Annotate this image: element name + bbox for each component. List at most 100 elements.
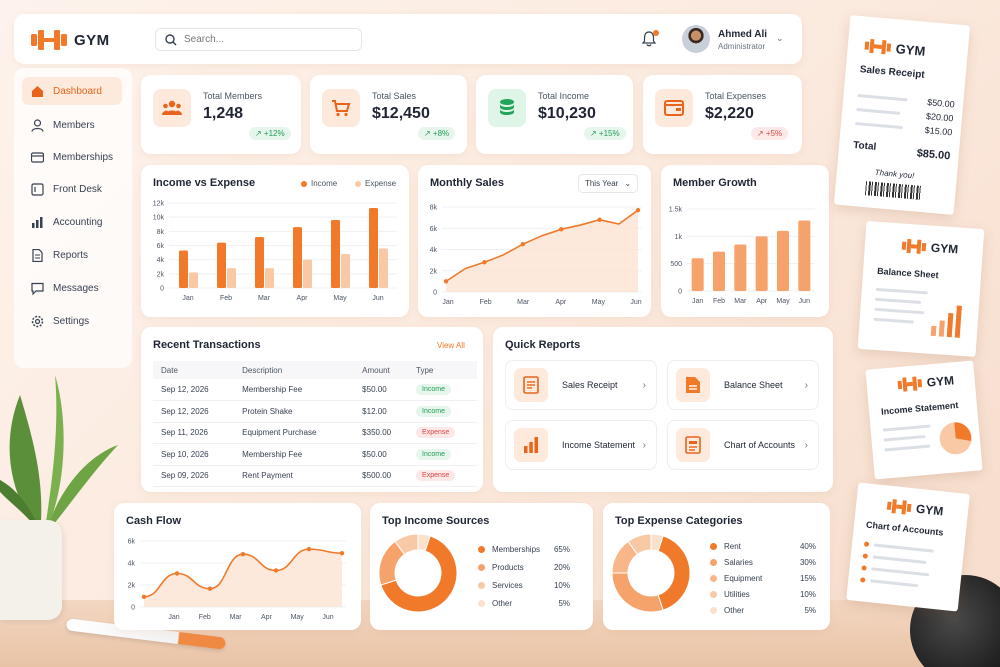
sidebar-item-messages[interactable]: Messages <box>22 274 122 302</box>
balance-sheet-paper: GYM Balance Sheet <box>857 221 985 357</box>
dumbbell-logo-icon <box>31 30 67 50</box>
report-chart-of-accounts[interactable]: Chart of Accounts › <box>667 420 819 470</box>
sidebar-item-label: Dashboard <box>53 85 102 97</box>
sidebar-item-label: Messages <box>53 282 99 294</box>
report-sales-receipt[interactable]: Sales Receipt › <box>505 360 657 410</box>
legend-pct: 5% <box>558 599 570 608</box>
avatar[interactable] <box>682 25 710 53</box>
x-tick-label: Apr <box>261 614 273 621</box>
stat-change-badge: ↗ +5% <box>751 127 789 140</box>
y-tick-label: 2k <box>430 268 438 275</box>
x-tick-label: Jun <box>799 298 810 305</box>
sales-point <box>482 260 487 265</box>
receipt-amount: $20.00 <box>925 111 954 124</box>
bar-members <box>734 244 747 291</box>
brand-name: GYM <box>74 31 110 49</box>
x-tick-label: Apr <box>555 299 567 306</box>
cashflow-area <box>144 549 342 607</box>
chevron-right-icon: › <box>804 439 808 451</box>
y-tick-label: 12k <box>153 201 165 208</box>
legend-dot <box>710 543 717 550</box>
table-row[interactable]: Sep 09, 2026 Rent Payment $500.00 Expens… <box>153 465 477 487</box>
view-all-link[interactable]: View All <box>437 341 465 350</box>
legend-dot <box>710 575 717 582</box>
sidebar-item-accounting[interactable]: Accounting <box>22 208 122 236</box>
legend-label: Other <box>724 606 745 615</box>
cashflow-point <box>141 594 147 600</box>
quick-reports-card: Quick Reports Sales Receipt › Balance Sh… <box>493 327 833 492</box>
x-tick-label: Jun <box>322 614 333 621</box>
bar-expense <box>189 272 198 288</box>
cell-amount: $50.00 <box>354 379 409 401</box>
cell-amount: $500.00 <box>354 465 409 487</box>
paper-pie-chart <box>939 422 972 455</box>
slice-salaries <box>611 572 664 613</box>
sidebar-item-front-desk[interactable]: Front Desk <box>22 175 122 203</box>
cashflow-point <box>174 571 180 576</box>
chevron-down-icon[interactable]: ⌄ <box>776 33 784 43</box>
bell-icon[interactable] <box>642 31 656 47</box>
card-title: Recent Transactions <box>153 339 261 351</box>
bar-income <box>331 220 340 288</box>
report-balance-sheet[interactable]: Balance Sheet › <box>667 360 819 410</box>
paper-logo: GYM <box>885 498 944 520</box>
legend-pct: 10% <box>799 590 816 599</box>
column-header: Date <box>153 361 235 379</box>
legend-label: Utilities <box>724 590 750 599</box>
message-icon <box>30 281 44 295</box>
sidebar-item-memberships[interactable]: Memberships <box>22 143 122 171</box>
sales-area <box>446 210 638 292</box>
bar-chart-icon <box>514 428 548 462</box>
sidebar-item-reports[interactable]: Reports <box>22 241 122 269</box>
cash-flow-chart: 0 2k 4k 6k Jan Feb Mar Apr May Jun <box>128 539 346 621</box>
stat-value: $12,450 <box>372 105 430 122</box>
paper-brand: GYM <box>926 373 955 390</box>
x-tick-label: Mar <box>517 299 530 306</box>
legend-dot <box>478 582 485 589</box>
receipt-icon <box>514 368 548 402</box>
y-tick-label: 500 <box>670 261 682 268</box>
slice-other <box>417 533 431 552</box>
x-tick-label: Feb <box>220 295 232 302</box>
sales-line <box>445 209 639 283</box>
x-tick-label: Jan <box>182 295 193 302</box>
table-row[interactable]: Sep 12, 2026 Membership Fee $50.00 Incom… <box>153 379 477 401</box>
legend-row: Salaries 30% <box>710 558 816 567</box>
paper-title: Balance Sheet <box>876 265 939 281</box>
search-bar[interactable] <box>155 28 362 51</box>
table-row[interactable]: Sep 10, 2026 Membership Fee $50.00 Incom… <box>153 443 477 466</box>
type-badge: Income <box>416 448 451 460</box>
legend-label: Salaries <box>724 558 753 567</box>
table-header-row: Date Description Amount Type <box>153 361 477 379</box>
y-tick-label: 4k <box>157 257 165 264</box>
period-select[interactable]: This Year ⌄ <box>578 174 638 193</box>
bar-expense <box>303 259 312 288</box>
sidebar-item-settings[interactable]: Settings <box>22 307 122 335</box>
plant-pot <box>0 520 62 620</box>
report-income-statement[interactable]: Income Statement › <box>505 420 657 470</box>
legend-label: Products <box>492 563 524 572</box>
table-row[interactable]: Sep 11, 2026 Equipment Purchase $350.00 … <box>153 422 477 444</box>
dumbbell-logo-icon <box>864 38 892 55</box>
legend-row: Rent 40% <box>710 542 816 551</box>
legend-label: Expense <box>365 179 397 188</box>
gear-icon <box>30 314 44 328</box>
legend-pct: 65% <box>553 545 570 554</box>
y-tick-label: 1.5k <box>669 207 683 214</box>
bar-members <box>798 220 811 291</box>
cell-amount: $50.00 <box>354 443 409 466</box>
sidebar-item-dashboard[interactable]: Dashboard <box>22 77 122 105</box>
card-title: Cash Flow <box>126 515 182 527</box>
y-tick-label: 8k <box>157 229 165 236</box>
stat-change-badge: ↗ +8% <box>418 127 456 140</box>
x-tick-label: Mar <box>734 298 747 305</box>
table-row[interactable]: Sep 12, 2026 Protein Shake $12.00 Income <box>153 400 477 423</box>
x-tick-label: Feb <box>713 298 725 305</box>
search-input[interactable] <box>184 34 354 45</box>
sidebar-item-members[interactable]: Members <box>22 111 122 139</box>
list-icon <box>676 428 710 462</box>
recent-transactions-card: Recent Transactions View All Date Descri… <box>141 327 483 492</box>
legend-dot <box>710 559 717 566</box>
paper-logo: GYM <box>863 36 926 59</box>
bar-expense <box>227 268 236 288</box>
